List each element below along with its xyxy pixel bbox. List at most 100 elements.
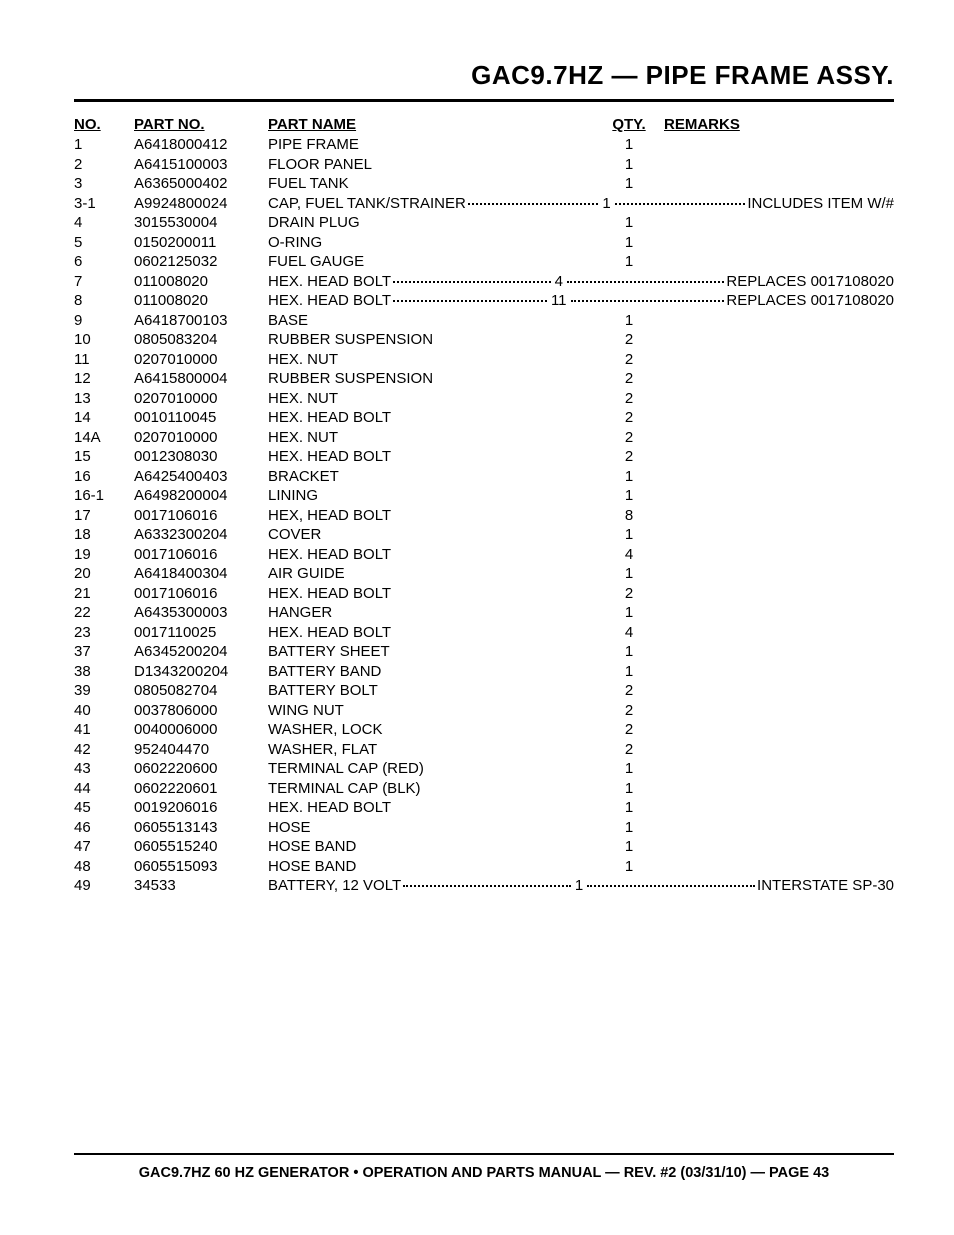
cell-no: 10 (74, 330, 134, 350)
table-row: 230017110025HEX. HEAD BOLT4 (74, 623, 894, 643)
cell-part-name: LINING (268, 486, 594, 506)
cell-qty: 1 (594, 486, 664, 506)
table-row: 460605513143HOSE1 (74, 818, 894, 838)
cell-part-no: 0019206016 (134, 798, 268, 818)
cell-no: 5 (74, 233, 134, 253)
cell-no: 14A (74, 428, 134, 448)
cell-qty: 1 (600, 194, 612, 214)
cell-part-name: FUEL GAUGE (268, 252, 594, 272)
cell-part-no: 952404470 (134, 740, 268, 760)
cell-remarks: REPLACES 0017108020 (726, 272, 894, 292)
cell-qty: 2 (594, 584, 664, 604)
cell-part-name: WASHER, FLAT (268, 740, 594, 760)
table-row: 450019206016HEX. HEAD BOLT1 (74, 798, 894, 818)
cell-no: 42 (74, 740, 134, 760)
cell-no: 44 (74, 779, 134, 799)
cell-part-name: HOSE BAND (268, 857, 594, 877)
cell-part-no: 0012308030 (134, 447, 268, 467)
cell-part-name: TERMINAL CAP (BLK) (268, 779, 594, 799)
cell-no: 37 (74, 642, 134, 662)
table-row: 7011008020HEX. HEAD BOLT4REPLACES 001710… (74, 272, 894, 292)
cell-part-no: 0017110025 (134, 623, 268, 643)
cell-no: 21 (74, 584, 134, 604)
cell-name-leader: HEX. HEAD BOLT11REPLACES 0017108020 (268, 291, 894, 311)
cell-no: 20 (74, 564, 134, 584)
cell-qty: 4 (594, 623, 664, 643)
cell-no: 8 (74, 291, 134, 311)
cell-no: 49 (74, 876, 134, 896)
cell-part-no: 0602220600 (134, 759, 268, 779)
table-row: 8011008020HEX. HEAD BOLT11REPLACES 00171… (74, 291, 894, 311)
table-row: 440602220601TERMINAL CAP (BLK)1 (74, 779, 894, 799)
cell-no: 16-1 (74, 486, 134, 506)
cell-part-name: PIPE FRAME (268, 135, 594, 155)
cell-part-no: A6415100003 (134, 155, 268, 175)
table-header-row: NO. PART NO. PART NAME QTY. REMARKS (74, 116, 894, 133)
cell-part-name: HEX. NUT (268, 428, 594, 448)
cell-remarks: REPLACES 0017108020 (726, 291, 894, 311)
cell-no: 19 (74, 545, 134, 565)
cell-part-name: RUBBER SUSPENSION (268, 330, 594, 350)
table-row: 130207010000HEX. NUT2 (74, 389, 894, 409)
cell-qty: 1 (594, 467, 664, 487)
cell-qty: 2 (594, 740, 664, 760)
cell-name-leader: BATTERY, 12 VOLT1INTERSTATE SP-30 (268, 876, 894, 896)
cell-part-no: 0805083204 (134, 330, 268, 350)
cell-part-no: 0150200011 (134, 233, 268, 253)
cell-no: 6 (74, 252, 134, 272)
cell-part-no: A6332300204 (134, 525, 268, 545)
cell-part-no: 0017106016 (134, 584, 268, 604)
cell-part-no: 0037806000 (134, 701, 268, 721)
cell-no: 41 (74, 720, 134, 740)
cell-part-name: HEX. HEAD BOLT (268, 272, 391, 292)
cell-part-no: 0017106016 (134, 506, 268, 526)
dot-leader (393, 281, 550, 283)
cell-part-name: HOSE (268, 818, 594, 838)
table-row: 390805082704BATTERY BOLT2 (74, 681, 894, 701)
table-row: 38D1343200204BATTERY BAND1 (74, 662, 894, 682)
cell-qty: 2 (594, 447, 664, 467)
cell-qty: 4 (594, 545, 664, 565)
cell-part-no: A6418000412 (134, 135, 268, 155)
cell-part-no: 0207010000 (134, 389, 268, 409)
cell-part-no: A9924800024 (134, 194, 268, 214)
table-row: 4934533BATTERY, 12 VOLT1INTERSTATE SP-30 (74, 876, 894, 896)
table-row: 20A6418400304AIR GUIDE1 (74, 564, 894, 584)
table-row: 60602125032FUEL GAUGE1 (74, 252, 894, 272)
cell-part-no: 34533 (134, 876, 268, 896)
cell-no: 38 (74, 662, 134, 682)
table-row: 2A6415100003FLOOR PANEL1 (74, 155, 894, 175)
cell-part-no: 0207010000 (134, 428, 268, 448)
cell-part-name: BRACKET (268, 467, 594, 487)
table-row: 210017106016HEX. HEAD BOLT2 (74, 584, 894, 604)
cell-part-no: 0010110045 (134, 408, 268, 428)
cell-part-name: FLOOR PANEL (268, 155, 594, 175)
table-row: 43015530004DRAIN PLUG1 (74, 213, 894, 233)
cell-qty: 1 (594, 233, 664, 253)
cell-no: 17 (74, 506, 134, 526)
cell-part-no: 0207010000 (134, 350, 268, 370)
cell-part-no: 3015530004 (134, 213, 268, 233)
cell-no: 13 (74, 389, 134, 409)
cell-part-no: A6498200004 (134, 486, 268, 506)
cell-no: 40 (74, 701, 134, 721)
table-row: 50150200011O-RING1 (74, 233, 894, 253)
cell-part-name: DRAIN PLUG (268, 213, 594, 233)
cell-part-no: A6365000402 (134, 174, 268, 194)
cell-no: 39 (74, 681, 134, 701)
dot-leader (567, 281, 724, 283)
cell-part-name: BASE (268, 311, 594, 331)
cell-qty: 2 (594, 408, 664, 428)
cell-part-name: HEX. NUT (268, 389, 594, 409)
cell-qty: 1 (594, 837, 664, 857)
cell-qty: 2 (594, 720, 664, 740)
cell-part-no: 0605513143 (134, 818, 268, 838)
cell-qty: 1 (594, 857, 664, 877)
cell-no: 9 (74, 311, 134, 331)
cell-part-name: RUBBER SUSPENSION (268, 369, 594, 389)
cell-name-leader: HEX. HEAD BOLT4REPLACES 0017108020 (268, 272, 894, 292)
cell-part-name: WASHER, LOCK (268, 720, 594, 740)
cell-no: 43 (74, 759, 134, 779)
cell-qty: 1 (594, 155, 664, 175)
table-row: 9A6418700103BASE1 (74, 311, 894, 331)
